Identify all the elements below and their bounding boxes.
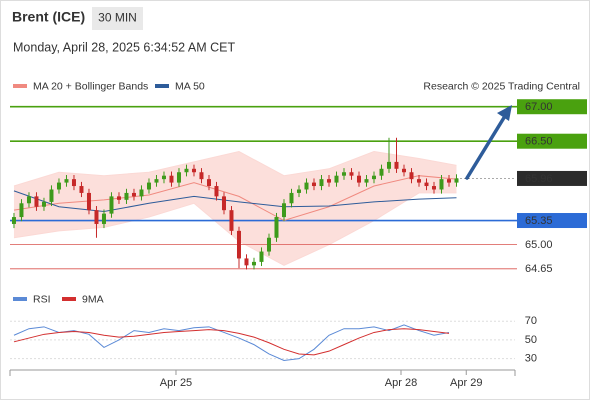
candle-body — [356, 175, 361, 183]
legend-label: RSI — [33, 293, 51, 305]
candle-body — [146, 182, 151, 190]
credit: Research © 2025 Trading Central — [423, 80, 580, 92]
candle-body — [364, 179, 369, 183]
candle-body — [176, 172, 181, 183]
candle-body — [229, 210, 234, 231]
legend-swatch — [13, 84, 27, 88]
candle-body — [319, 179, 324, 187]
candle-body — [214, 186, 219, 197]
candle-body — [19, 203, 24, 218]
level-box — [517, 170, 587, 186]
candle-body — [439, 179, 444, 190]
candle-body — [454, 178, 459, 183]
candle-body — [41, 201, 46, 207]
candle-body — [341, 172, 346, 176]
level-label: 66.50 — [525, 136, 553, 148]
candle-body — [274, 217, 279, 238]
candle-body — [124, 192, 129, 200]
candle-body — [304, 182, 309, 190]
candle-body — [94, 210, 99, 224]
candle-body — [326, 179, 331, 183]
candle-body — [184, 168, 189, 173]
timeframe: 30 MIN — [98, 11, 137, 25]
candle-body — [56, 182, 61, 190]
candle-body — [154, 179, 159, 183]
candle-body — [71, 179, 76, 187]
legend-label: MA 50 — [175, 80, 205, 92]
candle-body — [191, 168, 196, 173]
candle-body — [79, 186, 84, 193]
candle-body — [334, 175, 339, 183]
level-label: 65.96 — [525, 173, 553, 185]
candle-body — [109, 196, 114, 214]
level-label: 65.00 — [525, 239, 553, 251]
forecast-arrowhead — [497, 105, 512, 121]
candle-body — [446, 179, 451, 183]
candle-body — [409, 172, 414, 180]
candle-body — [371, 175, 376, 180]
candle-body — [259, 251, 264, 262]
candle-body — [289, 192, 294, 204]
candle-body — [101, 213, 106, 224]
candle-body — [131, 192, 136, 197]
candle-body — [424, 182, 429, 187]
candle-body — [431, 186, 436, 190]
rsi-tick-label: 70 — [525, 315, 537, 327]
candle-body — [199, 172, 204, 180]
candle-body — [139, 189, 144, 197]
date: Monday, April 28, 2025 6:34:52 AM CET — [13, 40, 235, 54]
candle-body — [386, 161, 391, 169]
title: Brent (ICE) — [12, 9, 85, 25]
level-box — [517, 133, 587, 149]
legend-swatch — [155, 84, 169, 88]
rsi-line — [13, 324, 450, 362]
level-label: 67.00 — [525, 101, 553, 113]
candle-body — [244, 258, 249, 266]
candle-body — [49, 189, 54, 202]
candle-body — [251, 261, 256, 266]
level-box — [517, 213, 587, 229]
candle-body — [311, 182, 316, 187]
candle-body — [221, 196, 226, 211]
legend-swatch — [13, 297, 27, 301]
candle-body — [281, 203, 286, 218]
candle-body — [349, 172, 354, 176]
legend-label: MA 20 + Bollinger Bands — [33, 80, 148, 92]
candle-body — [379, 168, 384, 176]
rsi-tick-label: 50 — [525, 334, 537, 346]
candle-body — [266, 237, 271, 252]
bollinger-band — [13, 151, 457, 266]
ma9-line — [13, 328, 450, 356]
candle-body — [161, 175, 166, 180]
x-tick-label: Apr 29 — [450, 377, 482, 389]
level-label: 64.65 — [525, 263, 553, 275]
x-tick-label: Apr 25 — [160, 377, 192, 389]
legend-label: 9MA — [82, 293, 104, 305]
candle-body — [236, 230, 241, 259]
candle-body — [206, 179, 211, 187]
x-tick-label: Apr 28 — [385, 377, 417, 389]
candle-body — [11, 217, 16, 224]
candle-body — [116, 196, 121, 200]
level-box — [517, 99, 587, 115]
candle-body — [64, 179, 69, 183]
candle-body — [296, 189, 301, 193]
candle-body — [401, 168, 406, 173]
candle-body — [26, 196, 31, 204]
candle-body — [169, 175, 174, 183]
candle-body — [34, 196, 39, 207]
timeframe-box — [92, 7, 143, 30]
rsi-tick-label: 30 — [525, 353, 537, 365]
level-label: 65.35 — [525, 215, 553, 227]
forecast-arrow — [465, 114, 507, 180]
legend-swatch — [62, 297, 76, 301]
candle-body — [416, 179, 421, 183]
candle-body — [86, 192, 91, 211]
candle-body — [394, 161, 399, 169]
